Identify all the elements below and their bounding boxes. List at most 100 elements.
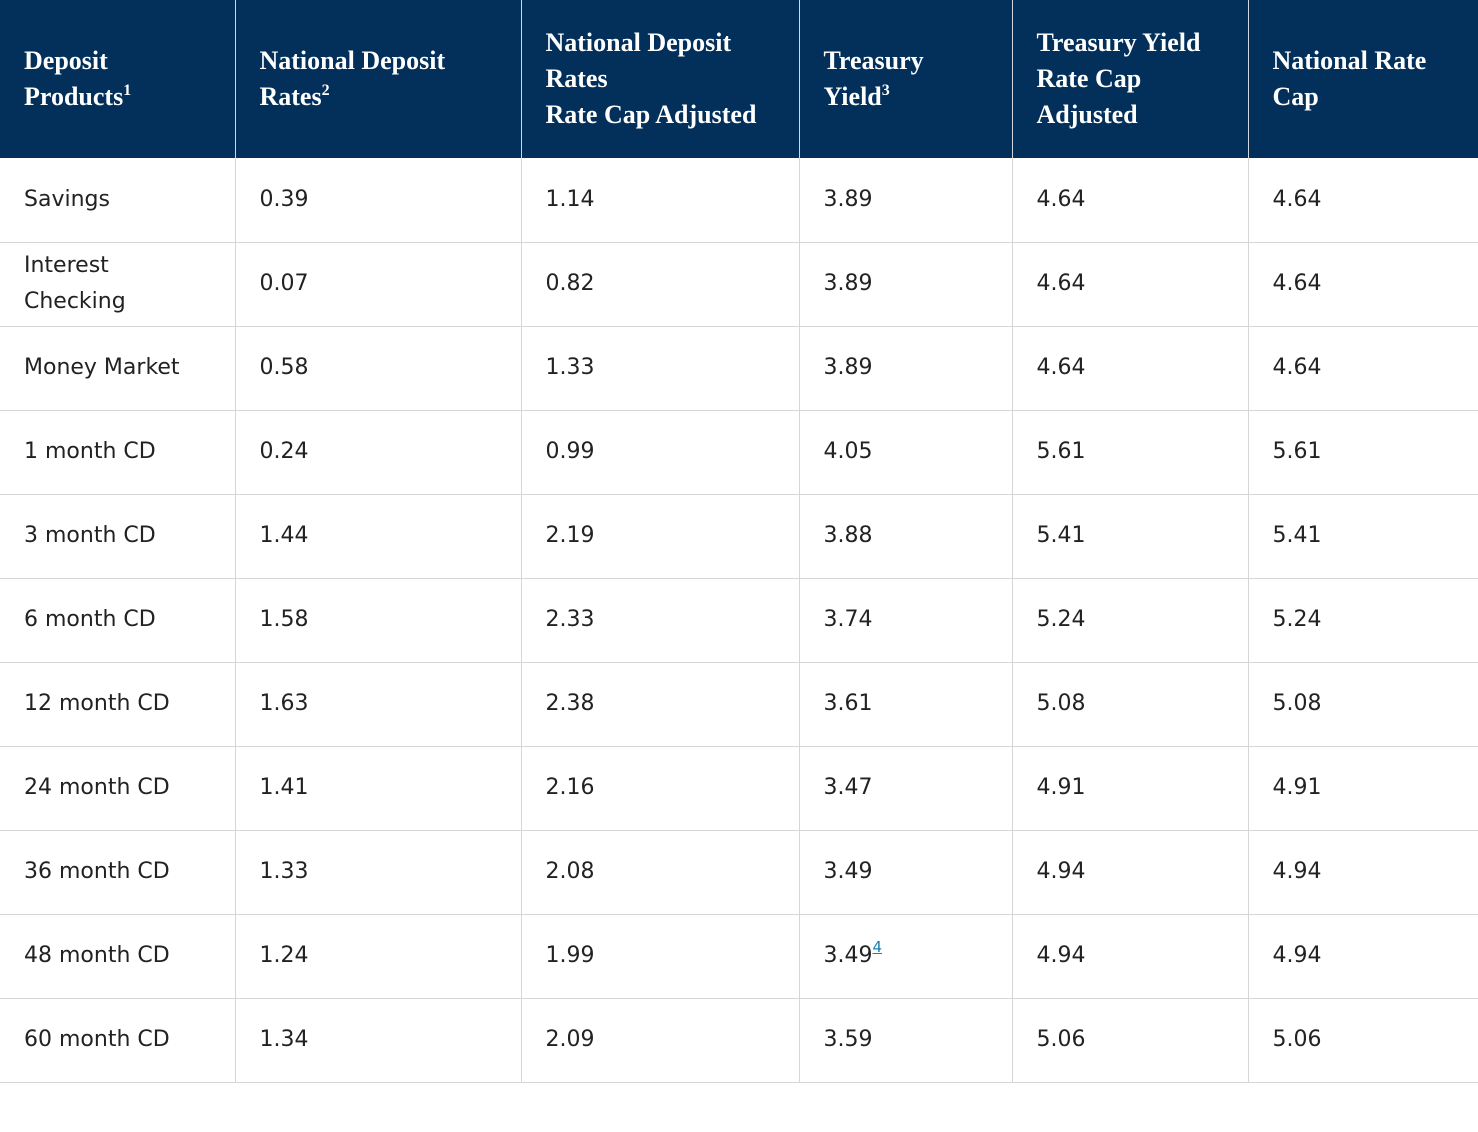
value-cell: 3.49 — [799, 830, 1013, 915]
cell-text: 2.09 — [545, 1027, 595, 1052]
cell-text: 2.19 — [545, 523, 595, 548]
value-cell: 3.61 — [799, 662, 1013, 747]
value-cell: 0.99 — [521, 410, 800, 495]
cell-text: 5.61 — [1036, 439, 1086, 464]
value-cell: 1.41 — [235, 746, 522, 831]
value-cell: 5.08 — [1012, 662, 1249, 747]
column-header: National Rate Cap — [1248, 0, 1478, 158]
product-cell: Money Market — [0, 326, 236, 411]
table-row: Money Market 0.58 1.33 3.89 4.64 4.64 — [0, 326, 1478, 411]
value-cell: 5.24 — [1248, 578, 1478, 663]
cell-text: 2.33 — [545, 607, 595, 632]
cell-text: 0.39 — [259, 186, 309, 212]
value-cell: 2.38 — [521, 662, 800, 747]
value-cell: 1.14 — [521, 158, 800, 243]
product-cell: 3 month CD — [0, 494, 236, 579]
cell-text: Savings — [24, 186, 110, 212]
value-cell: 1.33 — [521, 326, 800, 411]
value-cell: 4.91 — [1248, 746, 1478, 831]
cell-text: 5.61 — [1272, 439, 1322, 464]
cell-text: 2.16 — [545, 775, 595, 800]
cell-text: 4.91 — [1272, 775, 1322, 800]
cell-text: 1.14 — [545, 186, 595, 212]
cell-text: 3.49 — [823, 859, 873, 884]
value-cell: 3.89 — [799, 242, 1013, 327]
cell-text: 4.05 — [823, 439, 873, 464]
header-text: Deposit Products — [24, 46, 124, 111]
cell-text: 0.99 — [545, 439, 595, 464]
product-cell: 36 month CD — [0, 830, 236, 915]
cell-text: 3.89 — [823, 355, 873, 380]
cell-text: 1.24 — [259, 943, 309, 968]
value-cell: 1.58 — [235, 578, 522, 663]
cell-text: 4.64 — [1272, 186, 1322, 212]
table-row: 12 month CD 1.63 2.38 3.61 5.08 5.08 — [0, 662, 1478, 747]
footnote-link[interactable]: 4 — [872, 938, 883, 956]
table-body: Savings 0.39 1.14 3.89 4.64 4.64 Interest Chec… — [0, 158, 1478, 1083]
header-text: Treasury Yield — [823, 46, 924, 111]
value-cell: 3.88 — [799, 494, 1013, 579]
value-cell: 4.64 — [1012, 242, 1249, 327]
table-row: 24 month CD 1.41 2.16 3.47 4.91 4.91 — [0, 746, 1478, 831]
cell-text: 1.44 — [259, 523, 309, 548]
table-row: 6 month CD 1.58 2.33 3.74 5.24 5.24 — [0, 578, 1478, 663]
value-cell: 4.64 — [1248, 326, 1478, 411]
value-cell: 3.47 — [799, 746, 1013, 831]
column-header: Treasury Yield Rate Cap Adjusted — [1012, 0, 1249, 158]
cell-text: 48 month CD — [24, 943, 170, 968]
table-row: Savings 0.39 1.14 3.89 4.64 4.64 — [0, 158, 1478, 243]
cell-text: 1.41 — [259, 775, 309, 800]
cell-text: 4.94 — [1036, 859, 1086, 884]
header-row: Deposit Products1 National Deposit Rates2… — [0, 0, 1478, 158]
product-cell: 1 month CD — [0, 410, 236, 495]
cell-text: 3.88 — [823, 523, 873, 548]
cell-text: 60 month CD — [24, 1027, 170, 1052]
cell-text: 5.06 — [1036, 1027, 1086, 1052]
cell-text: 2.08 — [545, 859, 595, 884]
cell-text: 2.38 — [545, 691, 595, 716]
cell-text: 3.89 — [823, 186, 873, 212]
cell-text: 5.06 — [1272, 1027, 1322, 1052]
cell-text: 1.33 — [259, 859, 309, 884]
value-cell: 4.05 — [799, 410, 1013, 495]
cell-text: 3.61 — [823, 691, 873, 716]
value-cell: 5.41 — [1248, 494, 1478, 579]
value-cell: 0.07 — [235, 242, 522, 327]
value-cell: 4.64 — [1012, 326, 1249, 411]
value-cell: 1.34 — [235, 998, 522, 1083]
product-cell: Interest Checking — [0, 242, 236, 327]
value-cell: 2.08 — [521, 830, 800, 915]
table-row: 48 month CD 1.24 1.99 3.494 4.94 4.94 — [0, 914, 1478, 999]
cell-text: 4.64 — [1036, 271, 1086, 296]
value-cell: 1.63 — [235, 662, 522, 747]
product-cell: 12 month CD — [0, 662, 236, 747]
footnote-marker: 4 — [872, 936, 882, 957]
rates-table: Deposit Products1 National Deposit Rates2… — [0, 0, 1478, 1083]
value-cell: 5.41 — [1012, 494, 1249, 579]
table-row: 36 month CD 1.33 2.08 3.49 4.94 4.94 — [0, 830, 1478, 915]
value-cell: 5.06 — [1248, 998, 1478, 1083]
cell-text: 0.82 — [545, 271, 595, 296]
cell-text: 3.47 — [823, 775, 873, 800]
value-cell: 5.06 — [1012, 998, 1249, 1083]
cell-text: 4.94 — [1036, 943, 1086, 968]
value-cell: 2.09 — [521, 998, 800, 1083]
cell-text: 5.24 — [1036, 607, 1086, 632]
table-row: 3 month CD 1.44 2.19 3.88 5.41 5.41 — [0, 494, 1478, 579]
cell-text: 1 month CD — [24, 439, 156, 464]
cell-text: 1.63 — [259, 691, 309, 716]
cell-text: 24 month CD — [24, 775, 170, 800]
cell-text: 4.64 — [1272, 271, 1322, 296]
column-header: Deposit Products1 — [0, 0, 236, 158]
cell-text: 0.07 — [259, 271, 309, 296]
cell-text: 5.41 — [1036, 523, 1086, 548]
footnote-marker: 3 — [881, 82, 890, 99]
cell-text: 4.94 — [1272, 943, 1322, 968]
value-cell: 3.89 — [799, 326, 1013, 411]
value-cell: 0.24 — [235, 410, 522, 495]
cell-text: 5.41 — [1272, 523, 1322, 548]
cell-text: 36 month CD — [24, 859, 170, 884]
value-cell: 4.94 — [1248, 914, 1478, 999]
cell-text: 4.64 — [1272, 355, 1322, 380]
